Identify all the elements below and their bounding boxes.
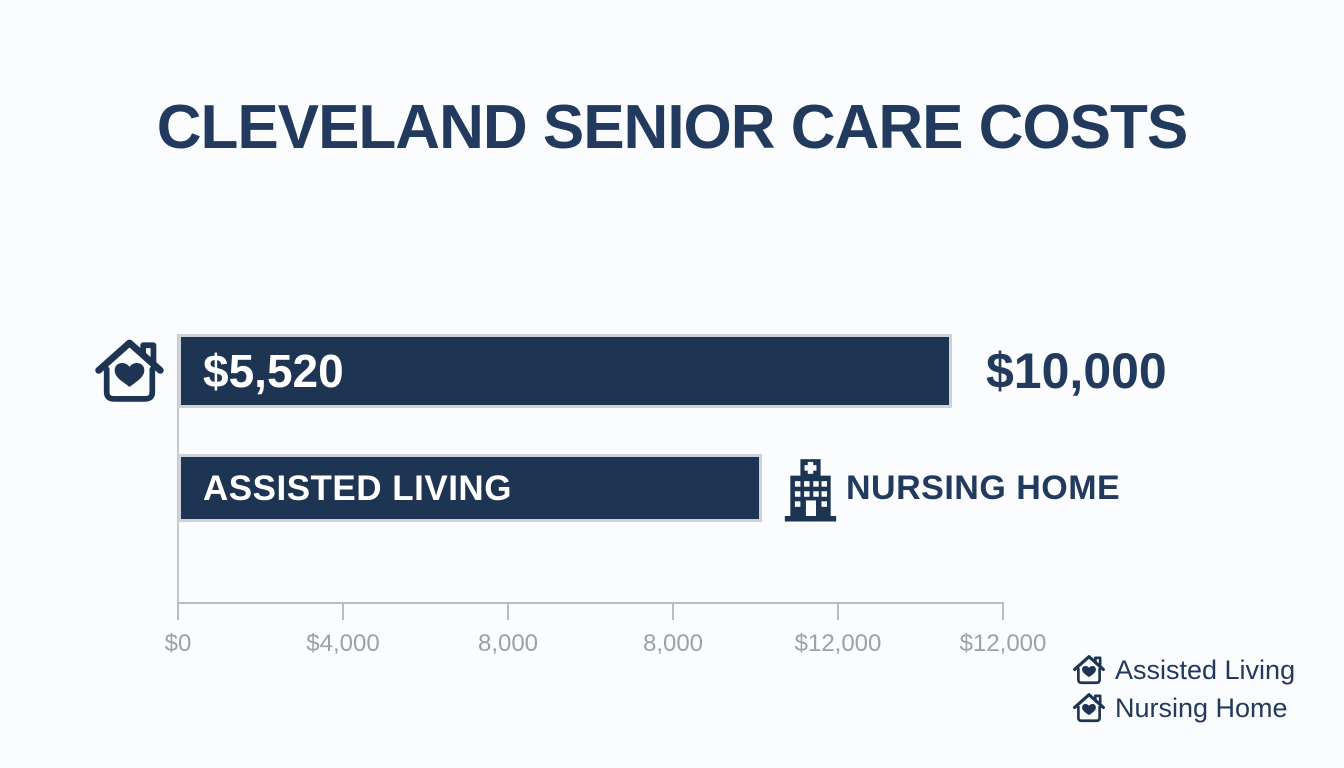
legend-item-assisted-living: Assisted Living: [1072, 653, 1295, 687]
bar-nursing-home-cost: ASSISTED LIVING: [178, 454, 762, 522]
house-heart-icon: [1073, 655, 1105, 685]
nursing-home-cost-value: $10,000: [986, 343, 1167, 399]
x-tick: [837, 604, 839, 620]
hospital-icon: [784, 459, 837, 522]
x-tick: [177, 604, 179, 620]
x-tick-label: $0: [164, 630, 192, 657]
x-tick: [1002, 604, 1004, 620]
x-axis-line: [177, 602, 1004, 604]
x-tick-label: 8,000: [642, 630, 704, 657]
legend: Assisted Living Nursing Home: [1072, 653, 1295, 725]
bar-inside-category-label: ASSISTED LIVING: [203, 468, 512, 508]
bar-assisted-living-cost: $5,520: [178, 334, 952, 408]
legend-label: Assisted Living: [1115, 654, 1296, 685]
x-tick-label: $4,000: [306, 630, 380, 657]
bar-inside-value-label: $5,520: [203, 345, 344, 397]
x-tick-label: $12,000: [794, 630, 882, 657]
house-heart-icon: [93, 335, 166, 408]
x-tick: [507, 604, 509, 620]
legend-label: Nursing Home: [1115, 692, 1288, 723]
legend-item-nursing-home: Nursing Home: [1072, 691, 1295, 725]
x-tick-label: 8,000: [477, 630, 539, 657]
house-heart-icon: [1073, 693, 1105, 723]
nursing-home-caption: NURSING HOME: [846, 469, 1121, 507]
x-tick-label: $12,000: [959, 630, 1047, 657]
nursing-home-caption-group: NURSING HOME: [783, 454, 1120, 522]
chart-title: CLEVELAND SENIOR CARE COSTS: [156, 93, 1189, 162]
x-tick: [342, 604, 344, 620]
x-tick: [672, 604, 674, 620]
